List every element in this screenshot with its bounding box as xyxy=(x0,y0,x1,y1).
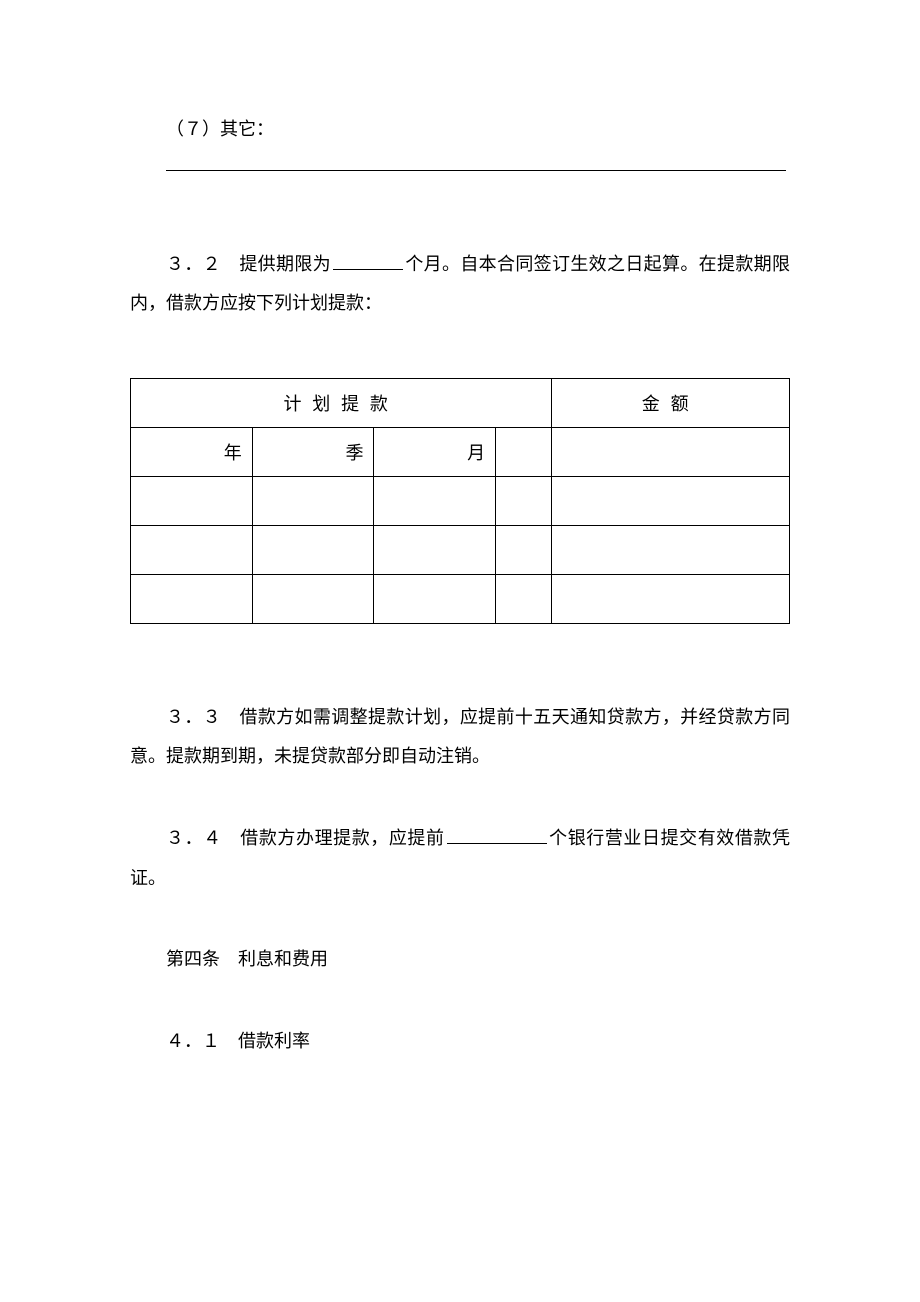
table-row xyxy=(131,525,790,574)
cell xyxy=(131,525,253,574)
cell xyxy=(552,525,790,574)
table-row xyxy=(131,476,790,525)
cell xyxy=(496,476,552,525)
th-plan: 计划提款 xyxy=(131,378,552,427)
cell xyxy=(496,525,552,574)
clause-3-2: ３．２ 提供期限为个月。自本合同签订生效之日起算。在提款期限内，借款方应按下列计… xyxy=(130,245,790,324)
th-month: 月 xyxy=(374,427,496,476)
clause-3-1-item-7: （７）其它： xyxy=(130,110,790,150)
table-header-row: 计划提款 金额 xyxy=(131,378,790,427)
th-quarter: 季 xyxy=(252,427,374,476)
th-empty xyxy=(496,427,552,476)
th-amount-label: 金额 xyxy=(642,394,700,414)
blank-months xyxy=(333,251,403,270)
th-plan-label: 计划提款 xyxy=(284,394,399,414)
spacer xyxy=(130,980,790,1022)
table-subheader-row: 年 季 月 xyxy=(131,427,790,476)
table-row xyxy=(131,574,790,623)
item-7-label: （７）其它： xyxy=(166,119,274,139)
clause-3-4: ３．４ 借款方办理提款，应提前个银行营业日提交有效借款凭证。 xyxy=(130,819,790,898)
cell xyxy=(252,525,374,574)
cell xyxy=(374,476,496,525)
document-page: （７）其它： ３．２ 提供期限为个月。自本合同签订生效之日起算。在提款期限内，借… xyxy=(0,0,920,1302)
withdrawal-plan-table: 计划提款 金额 年 季 月 xyxy=(130,378,790,624)
th-year: 年 xyxy=(131,427,253,476)
spacer xyxy=(130,624,790,698)
cell xyxy=(552,574,790,623)
spacer xyxy=(130,171,790,245)
cell xyxy=(374,574,496,623)
clause-3-4-prefix: ３．４ 借款方办理提款，应提前 xyxy=(166,828,445,848)
spacer xyxy=(130,898,790,940)
blank-bank-days xyxy=(447,825,547,844)
cell xyxy=(131,574,253,623)
clause-3-3: ３．３ 借款方如需调整提款计划，应提前十五天通知贷款方，并经贷款方同意。提款期到… xyxy=(130,698,790,777)
cell xyxy=(252,476,374,525)
article-4-heading: 第四条 利息和费用 xyxy=(130,940,790,980)
cell xyxy=(131,476,253,525)
clause-4-1: ４．１ 借款利率 xyxy=(130,1022,790,1062)
cell xyxy=(374,525,496,574)
spacer xyxy=(130,777,790,819)
th-amount: 金额 xyxy=(552,378,790,427)
cell xyxy=(252,574,374,623)
cell xyxy=(552,476,790,525)
cell xyxy=(496,574,552,623)
clause-3-2-prefix: ３．２ 提供期限为 xyxy=(166,254,331,274)
spacer xyxy=(130,324,790,366)
th-amount-sub xyxy=(552,427,790,476)
